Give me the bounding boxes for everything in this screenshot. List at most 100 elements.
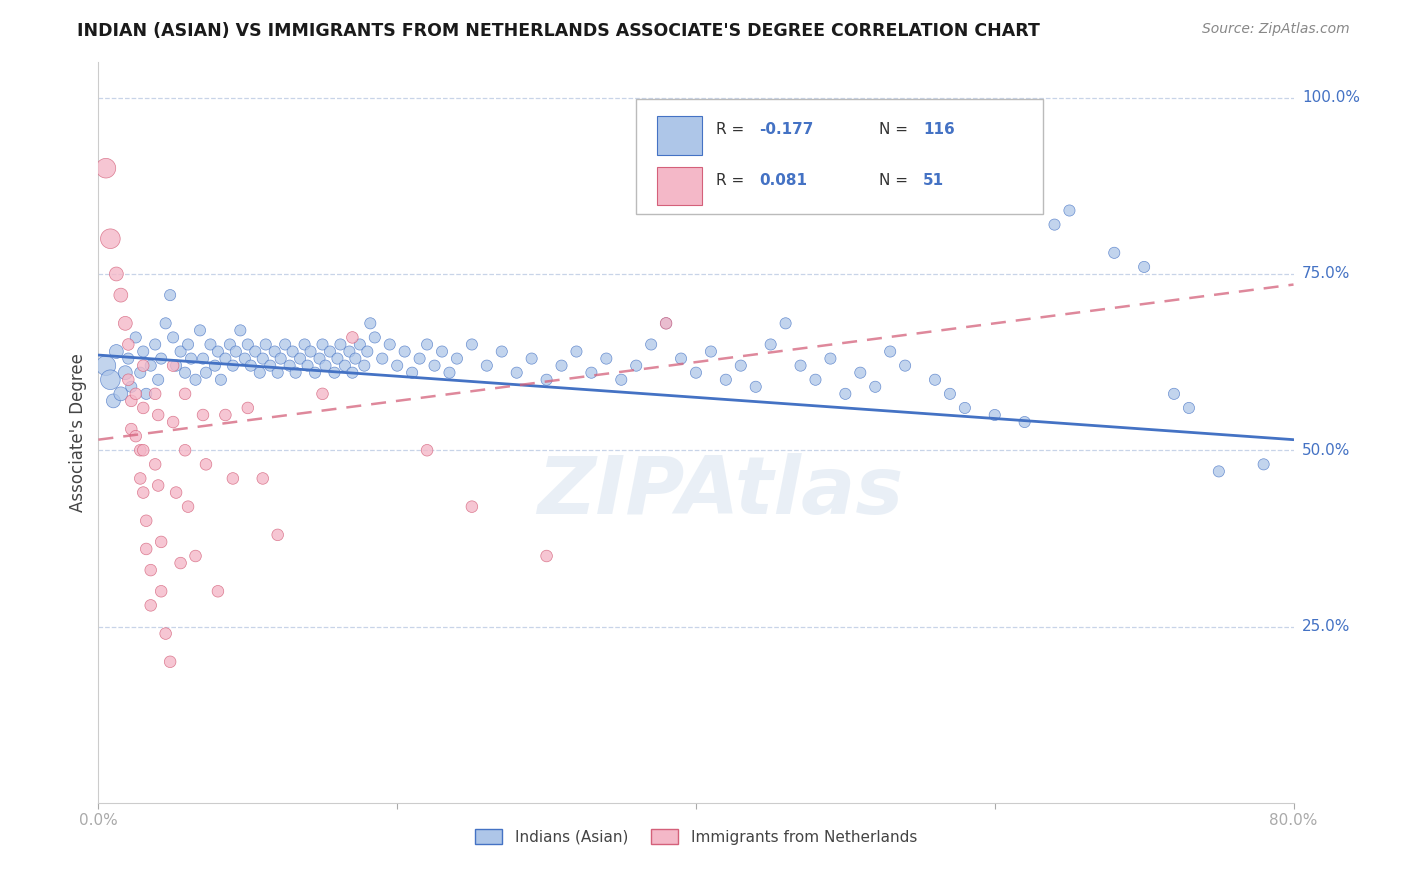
Point — [207, 344, 229, 359]
Point — [219, 337, 242, 351]
Point — [129, 366, 152, 380]
Point — [430, 344, 453, 359]
Point — [114, 366, 136, 380]
Point — [304, 366, 326, 380]
Point — [155, 316, 177, 330]
Point — [148, 478, 170, 492]
Point — [143, 458, 166, 472]
Point — [117, 351, 139, 366]
Point — [820, 351, 842, 366]
Point — [125, 387, 148, 401]
Text: INDIAN (ASIAN) VS IMMIGRANTS FROM NETHERLANDS ASSOCIATE'S DEGREE CORRELATION CHA: INDIAN (ASIAN) VS IMMIGRANTS FROM NETHER… — [77, 22, 1040, 40]
Text: 100.0%: 100.0% — [1302, 90, 1360, 105]
Point — [520, 351, 543, 366]
Point — [270, 351, 292, 366]
Point — [132, 485, 155, 500]
Point — [356, 344, 378, 359]
Point — [162, 415, 184, 429]
Point — [640, 337, 662, 351]
Point — [174, 443, 197, 458]
Point — [105, 344, 128, 359]
Text: Source: ZipAtlas.com: Source: ZipAtlas.com — [1202, 22, 1350, 37]
Point — [423, 359, 446, 373]
Point — [174, 387, 197, 401]
Text: R =: R = — [716, 173, 749, 188]
Point — [581, 366, 603, 380]
Point — [200, 337, 222, 351]
Point — [105, 267, 128, 281]
Point — [446, 351, 468, 366]
Point — [103, 393, 125, 408]
Point — [169, 556, 191, 570]
Point — [308, 351, 330, 366]
Point — [1014, 415, 1036, 429]
Point — [288, 351, 311, 366]
Point — [364, 330, 387, 344]
Point — [536, 549, 558, 563]
Point — [117, 373, 139, 387]
Point — [132, 443, 155, 458]
Point — [267, 366, 290, 380]
Point — [371, 351, 394, 366]
Point — [169, 344, 191, 359]
FancyBboxPatch shape — [657, 116, 702, 154]
Point — [685, 366, 707, 380]
Point — [1133, 260, 1156, 274]
Point — [222, 359, 245, 373]
Point — [299, 344, 322, 359]
Point — [150, 351, 173, 366]
Point — [1253, 458, 1275, 472]
Text: 50.0%: 50.0% — [1302, 442, 1350, 458]
Point — [120, 393, 142, 408]
Point — [329, 337, 352, 351]
Point — [536, 373, 558, 387]
Point — [655, 316, 678, 330]
Point — [274, 337, 297, 351]
Point — [804, 373, 827, 387]
Point — [281, 344, 304, 359]
Point — [461, 337, 484, 351]
Point — [550, 359, 572, 373]
Point — [195, 458, 218, 472]
Point — [162, 330, 184, 344]
Point — [491, 344, 513, 359]
Point — [865, 380, 887, 394]
Point — [894, 359, 917, 373]
Point — [184, 373, 207, 387]
Point — [239, 359, 262, 373]
Point — [233, 351, 256, 366]
FancyBboxPatch shape — [637, 99, 1043, 214]
Point — [294, 337, 316, 351]
Point — [117, 337, 139, 351]
Point — [359, 316, 381, 330]
Point — [188, 323, 211, 337]
Point — [595, 351, 617, 366]
Point — [939, 387, 962, 401]
Point — [610, 373, 633, 387]
Point — [401, 366, 423, 380]
Point — [236, 401, 259, 415]
Point — [879, 344, 901, 359]
Y-axis label: Associate's Degree: Associate's Degree — [69, 353, 87, 512]
Point — [225, 344, 247, 359]
Point — [278, 359, 301, 373]
Point — [342, 330, 364, 344]
Point — [236, 337, 259, 351]
Text: -0.177: -0.177 — [759, 122, 814, 137]
Legend: Indians (Asian), Immigrants from Netherlands: Indians (Asian), Immigrants from Netherl… — [468, 822, 924, 851]
Point — [311, 337, 333, 351]
Point — [143, 337, 166, 351]
Point — [139, 359, 162, 373]
Point — [353, 359, 375, 373]
Point — [132, 359, 155, 373]
Point — [98, 373, 122, 387]
Point — [326, 351, 349, 366]
Point — [129, 443, 152, 458]
Point — [125, 429, 148, 443]
Point — [150, 535, 173, 549]
Point — [284, 366, 307, 380]
Point — [339, 344, 361, 359]
Point — [319, 344, 342, 359]
Point — [165, 359, 187, 373]
Point — [180, 351, 202, 366]
